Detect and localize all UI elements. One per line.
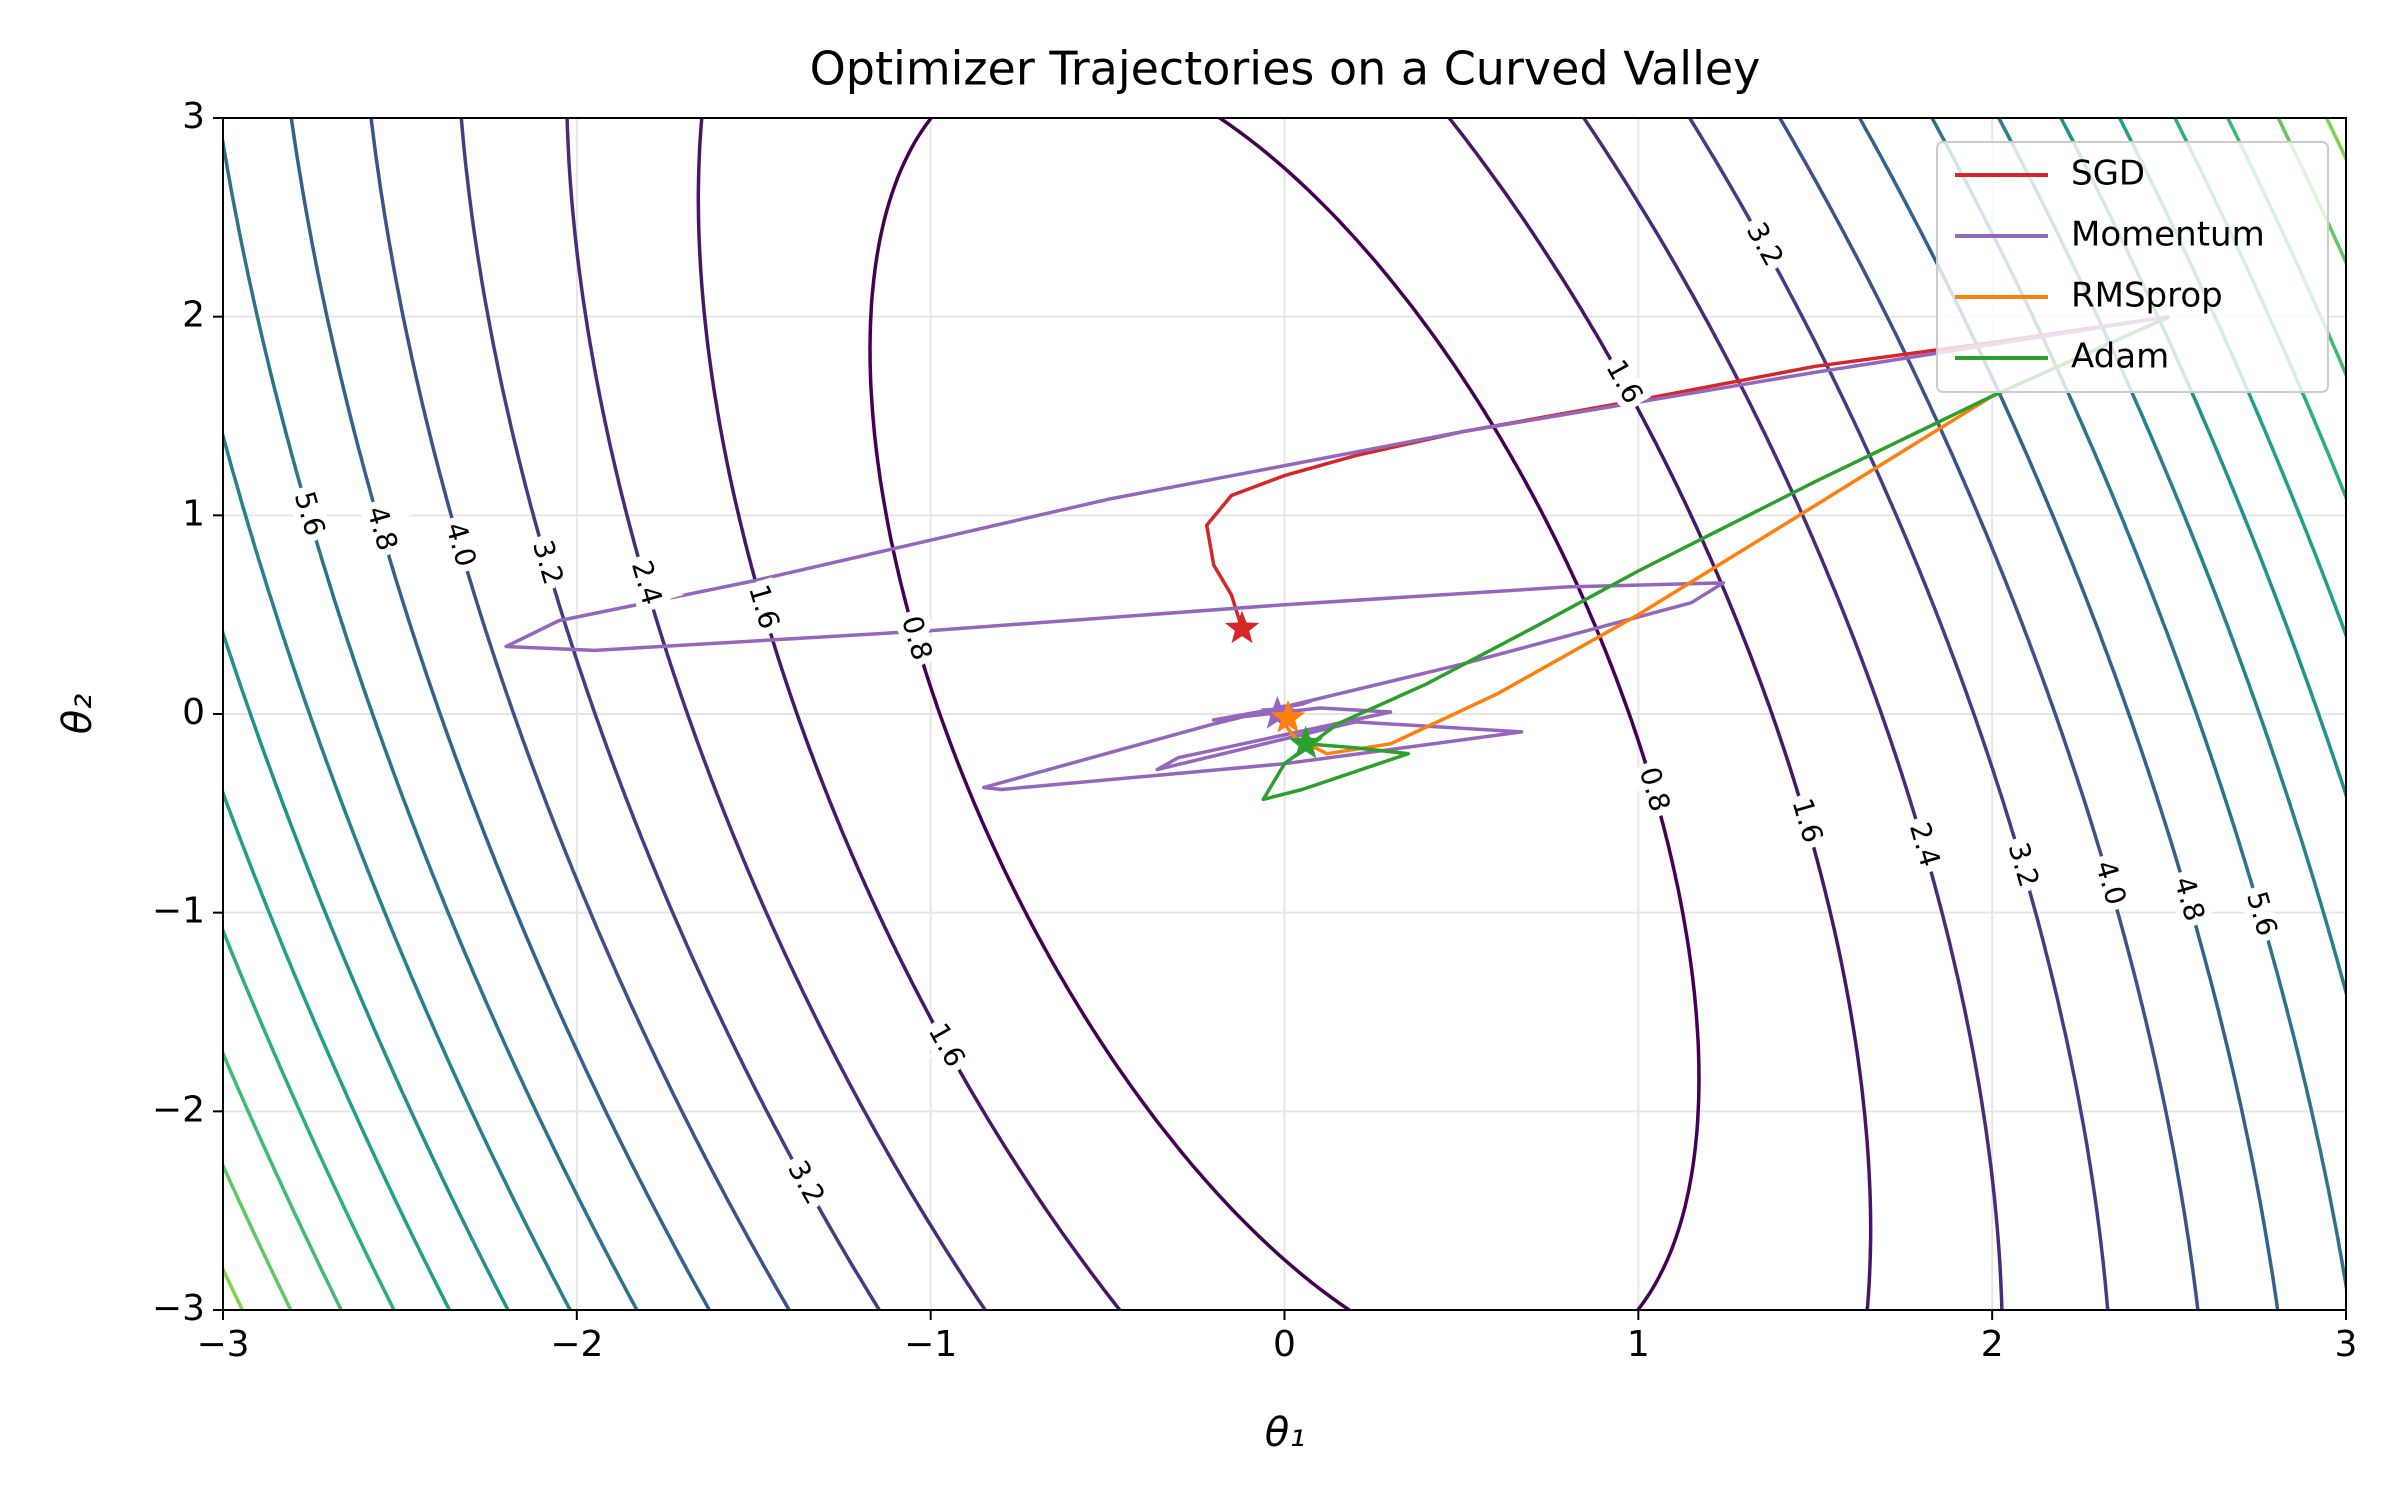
contour-label: 3.2 [2002, 839, 2046, 891]
contour-line [459, 118, 2110, 1310]
trajectory [1204, 314, 2170, 630]
y-tick-label: 3 [182, 96, 205, 137]
x-tick-label: 3 [2335, 1324, 2358, 1365]
contour-label: 1.6 [742, 581, 786, 633]
end-marker [1224, 610, 1260, 644]
y-tick-label: 1 [182, 493, 205, 534]
contour-line [223, 118, 2346, 1310]
x-tick-label: 2 [1981, 1324, 2004, 1365]
x-tick-label: −2 [550, 1324, 603, 1365]
contour-label: 0.8 [1633, 763, 1677, 815]
trajectory [1261, 315, 2170, 802]
legend-label: SGD [2071, 154, 2145, 194]
y-tick-label: −1 [152, 891, 205, 932]
legend-label: Momentum [2071, 215, 2265, 255]
x-axis-label: θ₁ [1265, 1410, 1306, 1456]
y-axis-label: θ₂ [55, 694, 101, 735]
legend-label: RMSprop [2071, 276, 2223, 316]
x-tick-label: −1 [904, 1324, 957, 1365]
contour-label: 1.6 [922, 1018, 972, 1073]
trajectory [1282, 315, 2170, 756]
end-marker [1288, 725, 1323, 759]
contour-label: 2.4 [625, 557, 669, 609]
contour-line [868, 118, 1701, 1310]
contour-label: 4.8 [2167, 873, 2211, 925]
end-marker [1270, 700, 1306, 733]
contour-line [696, 118, 1873, 1310]
contour-label: 3.2 [781, 1155, 831, 1210]
y-tick-label: 0 [182, 692, 205, 733]
legend-label: Adam [2071, 337, 2169, 377]
chart-title: Optimizer Trajectories on a Curved Valle… [810, 42, 1761, 96]
contour-label: 1.6 [1786, 794, 1830, 846]
y-tick-label: 2 [182, 295, 205, 336]
contour-line [369, 118, 2200, 1310]
legend-box [1936, 141, 2329, 393]
contour-label: 4.0 [2089, 857, 2133, 909]
contour-line [223, 118, 2346, 1310]
x-tick-label: 0 [1273, 1324, 1296, 1365]
contour-label: 0.8 [895, 612, 939, 664]
contour-label: 5.6 [2240, 888, 2284, 940]
y-tick-label: −3 [152, 1288, 205, 1329]
contour-label: 4.0 [439, 518, 483, 570]
trajectory [504, 314, 2170, 792]
contour-label: 2.4 [1903, 819, 1947, 871]
contour-label: 3.2 [1740, 217, 1790, 272]
contour-label: 3.2 [526, 536, 570, 588]
x-tick-label: 1 [1627, 1324, 1650, 1365]
contour-label: 5.6 [288, 488, 332, 540]
legend: SGD Momentum RMSprop Adam [1936, 141, 2329, 393]
y-tick-label: −2 [152, 1089, 205, 1130]
x-tick-label: −3 [196, 1324, 249, 1365]
contour-line [565, 118, 2004, 1310]
contour-line [223, 118, 2346, 1310]
contour-label: 4.8 [360, 502, 404, 554]
contour-line [289, 118, 2280, 1310]
